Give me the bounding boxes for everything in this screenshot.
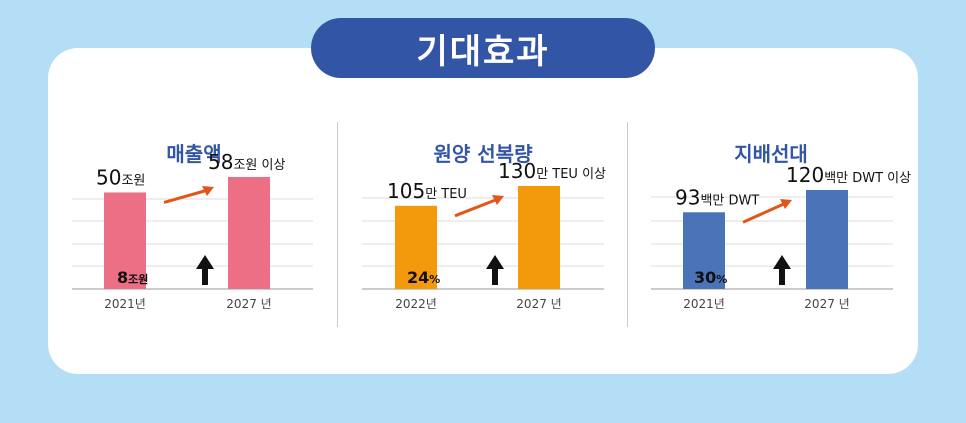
data-label-1: 93백만 DWT: [675, 185, 759, 209]
data-label-2: 120백만 DWT 이상: [786, 163, 911, 187]
data-label-1: 50조원: [96, 165, 145, 189]
content-card: [48, 48, 918, 374]
bar-1: [104, 192, 146, 289]
data-label-1: 105만 TEU: [387, 179, 467, 203]
bar-2: [518, 186, 560, 289]
data-label-2: 130만 TEU 이상: [498, 159, 606, 183]
trend-arrow-line: [742, 201, 787, 224]
trend-arrow-line: [163, 188, 209, 204]
trend-arrow-head: [202, 186, 214, 196]
bar-2: [806, 190, 848, 289]
x-tick-label: 2021년: [683, 297, 725, 311]
up-arrow-icon: [486, 255, 504, 269]
trend-arrow-head: [780, 199, 792, 209]
x-tick-label: 2027 년: [226, 297, 271, 311]
up-arrow-shaft: [779, 267, 785, 285]
bar-1: [395, 205, 437, 289]
up-arrow-icon: [196, 255, 214, 269]
x-tick-label: 2027 년: [516, 297, 561, 311]
bar-2: [228, 177, 270, 289]
x-tick-label: 2027 년: [804, 297, 849, 311]
x-tick-label: 2021년: [104, 297, 146, 311]
up-arrow-icon: [773, 255, 791, 269]
panel-title-sales: 매출액: [166, 142, 222, 166]
x-tick-label: 2022년: [395, 297, 437, 311]
increase-label: 8조원: [117, 268, 148, 287]
page-title: 기대효과: [311, 18, 655, 78]
divider-2: [627, 122, 628, 327]
up-arrow-shaft: [492, 267, 498, 285]
data-label-2: 58조원 이상: [208, 150, 285, 174]
trend-arrow-line: [454, 197, 499, 218]
panel-title-fleet: 지배선대: [734, 142, 808, 166]
increase-label: 24%: [407, 268, 440, 287]
bar-1: [683, 212, 725, 289]
increase-label: 30%: [694, 268, 727, 287]
up-arrow-shaft: [202, 267, 208, 285]
divider-1: [337, 122, 338, 327]
panel-title-capacity: 원양 선복량: [433, 142, 533, 166]
trend-arrow-head: [492, 195, 504, 205]
